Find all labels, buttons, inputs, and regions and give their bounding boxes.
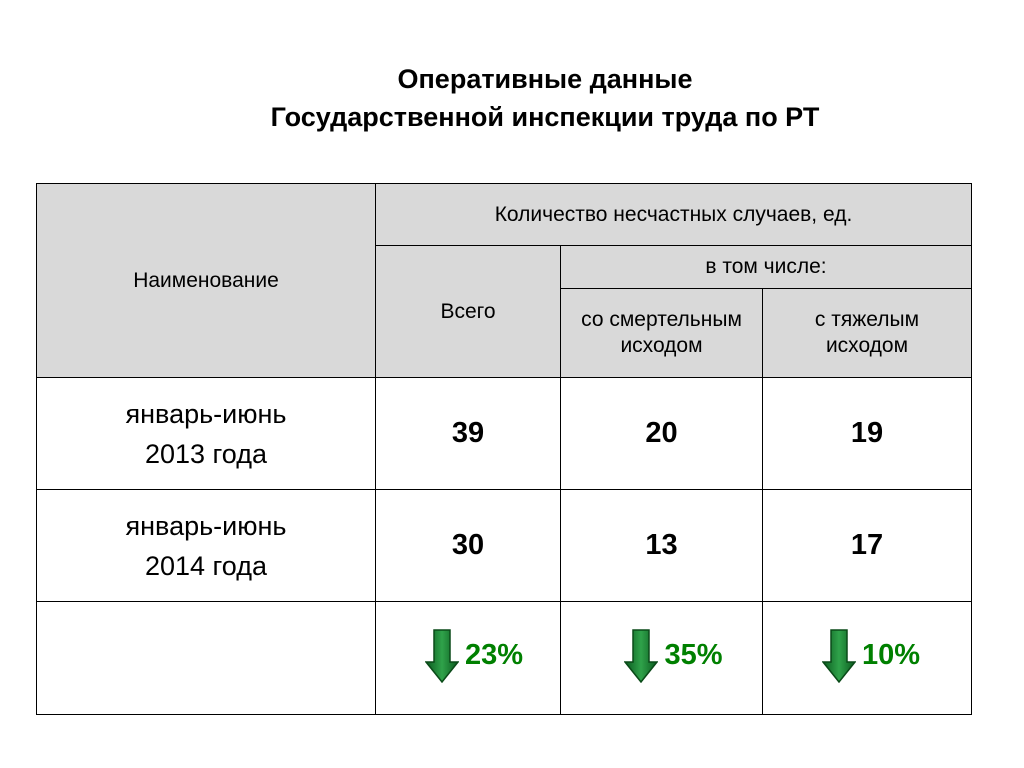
period-year: 2013 года [144, 438, 267, 469]
period-year: 2014 года [144, 550, 267, 581]
header-name: Наименование [36, 183, 376, 378]
severe-value: 19 [762, 377, 972, 490]
table-row: январь-июнь 2013 года 39 20 19 [36, 377, 972, 490]
change-severe-percent: 10% [861, 639, 921, 671]
arrow-down-icon [424, 628, 459, 683]
header-fatal: со смертельным исходом [560, 288, 763, 378]
table-row: январь-июнь 2014 года 30 13 17 [36, 489, 972, 602]
accidents-table: Наименование Количество несчастных случа… [36, 183, 972, 715]
arrow-down-icon [624, 628, 659, 683]
page-title: Оперативные данные Государственной инспе… [0, 60, 1024, 136]
period-label: январь-июнь [125, 510, 287, 541]
change-total-percent: 23% [464, 639, 524, 671]
change-empty-cell [36, 601, 376, 715]
header-severe-label: с тяжелым исходом [814, 308, 920, 357]
severe-value: 17 [762, 489, 972, 602]
change-total-cell: 23% [375, 601, 561, 715]
fatal-value: 13 [560, 489, 763, 602]
change-fatal-percent: 35% [664, 639, 723, 671]
change-fatal-cell: 35% [560, 601, 763, 715]
total-value: 30 [375, 489, 561, 602]
header-including: в том числе: [560, 245, 972, 289]
period-cell: январь-июнь 2013 года [36, 377, 376, 490]
period-label: январь-июнь [125, 398, 287, 429]
fatal-value: 20 [560, 377, 763, 490]
period-cell: январь-июнь 2014 года [36, 489, 376, 602]
page-title-line-1: Оперативные данные [397, 64, 693, 94]
page-title-line-2: Государственной инспекции труда по РТ [270, 102, 820, 132]
header-severe: с тяжелым исходом [762, 288, 972, 378]
header-fatal-label: со смертельным исходом [581, 308, 742, 357]
header-accidents-count: Количество несчастных случаев, ед. [375, 183, 972, 246]
arrow-down-icon [821, 628, 856, 683]
total-value: 39 [375, 377, 561, 490]
change-row: 23% 35% [36, 601, 972, 715]
change-severe-cell: 10% [762, 601, 972, 715]
header-total: Всего [375, 245, 561, 378]
